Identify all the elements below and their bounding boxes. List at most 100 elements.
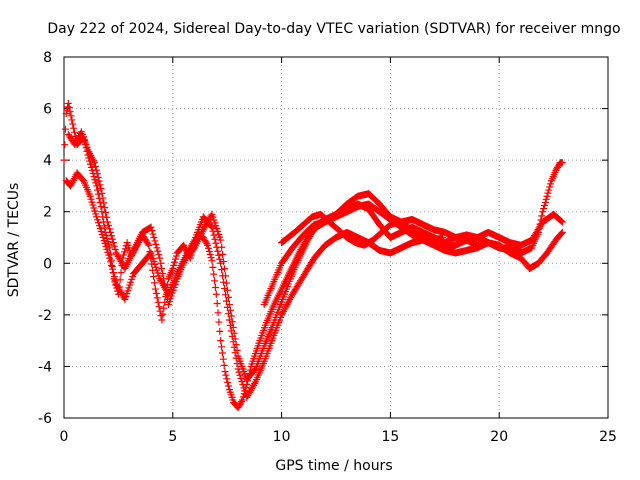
data-point	[547, 180, 555, 188]
data-point	[540, 205, 548, 213]
data-point	[542, 195, 550, 203]
data-point	[155, 251, 163, 259]
y-tick-label: -2	[38, 308, 52, 324]
data-point	[171, 258, 179, 266]
data-point	[101, 239, 109, 247]
data-point	[218, 349, 226, 357]
data-point	[87, 163, 95, 171]
data-point	[95, 222, 103, 230]
data-point	[217, 236, 225, 244]
data-point	[558, 218, 566, 226]
data-point	[70, 124, 78, 132]
data-point	[97, 228, 105, 236]
data-point	[150, 279, 158, 287]
data-point	[159, 270, 167, 278]
data-point	[154, 298, 162, 306]
data-point	[152, 240, 160, 248]
data-point	[106, 254, 114, 262]
data-point	[145, 241, 153, 249]
data-point	[96, 181, 104, 189]
data-point	[94, 216, 102, 224]
data-point	[160, 275, 168, 283]
data-point	[236, 371, 244, 379]
data-point	[211, 235, 219, 243]
data-point	[251, 366, 259, 374]
data-point	[222, 279, 230, 287]
data-point	[220, 361, 228, 369]
data-point	[231, 335, 239, 343]
data-point	[229, 323, 237, 331]
data-point	[120, 248, 128, 256]
data-point	[86, 192, 94, 200]
data-point	[101, 204, 109, 212]
data-point	[218, 243, 226, 251]
data-point	[65, 104, 73, 112]
data-point	[557, 217, 565, 225]
data-point	[543, 192, 551, 200]
data-point	[98, 208, 106, 216]
data-point	[220, 258, 228, 266]
y-tick-label: 0	[43, 256, 52, 272]
data-point	[539, 208, 547, 216]
data-point	[106, 228, 114, 236]
data-point	[169, 264, 177, 272]
data-point	[64, 103, 72, 111]
data-point	[91, 207, 99, 215]
x-tick-label: 15	[381, 429, 399, 445]
data-point	[105, 225, 113, 233]
data-point	[94, 186, 102, 194]
data-point	[206, 251, 214, 259]
data-point	[158, 316, 166, 324]
data-point	[226, 306, 234, 314]
data-point	[157, 259, 165, 267]
data-point	[161, 280, 169, 288]
data-point	[545, 186, 553, 194]
data-point	[223, 375, 231, 383]
data-point	[207, 254, 215, 262]
series-track-E	[278, 210, 447, 249]
data-point	[238, 378, 246, 386]
data-point	[544, 189, 552, 197]
data-point	[108, 261, 116, 269]
data-point	[210, 270, 218, 278]
data-point	[517, 246, 525, 254]
x-tick-label: 10	[273, 429, 291, 445]
data-point	[67, 112, 75, 120]
chart-title: Day 222 of 2024, Sidereal Day-to-day VTE…	[47, 21, 620, 37]
data-point	[107, 232, 115, 240]
data-point	[60, 156, 68, 164]
data-point	[66, 108, 74, 116]
plot-frame	[63, 56, 609, 419]
y-tick-label: -4	[38, 359, 52, 375]
series-track-A	[60, 99, 566, 412]
data-point	[217, 337, 225, 345]
data-point	[558, 159, 566, 167]
x-tick-label: 20	[490, 429, 508, 445]
data-point	[153, 244, 161, 252]
data-point	[99, 194, 107, 202]
data-point	[150, 273, 158, 281]
data-point	[162, 285, 170, 293]
data-point	[148, 227, 156, 235]
data-point	[110, 273, 118, 281]
data-point	[212, 290, 220, 298]
data-point	[95, 219, 103, 227]
data-point	[117, 269, 125, 277]
data-point	[95, 177, 103, 185]
data-point	[100, 236, 108, 244]
data-point	[540, 202, 548, 210]
data-point	[102, 208, 110, 216]
data-point	[163, 290, 171, 298]
series-track-B	[62, 169, 566, 401]
data-point	[94, 173, 102, 181]
data-point	[96, 225, 104, 233]
data-point	[219, 250, 227, 258]
y-tick-label: 6	[43, 102, 52, 118]
y-tick-label: 4	[43, 153, 52, 169]
data-point	[93, 170, 101, 178]
data-point	[208, 257, 216, 265]
data-point	[89, 201, 97, 209]
data-point	[151, 285, 159, 293]
data-point	[154, 247, 162, 255]
